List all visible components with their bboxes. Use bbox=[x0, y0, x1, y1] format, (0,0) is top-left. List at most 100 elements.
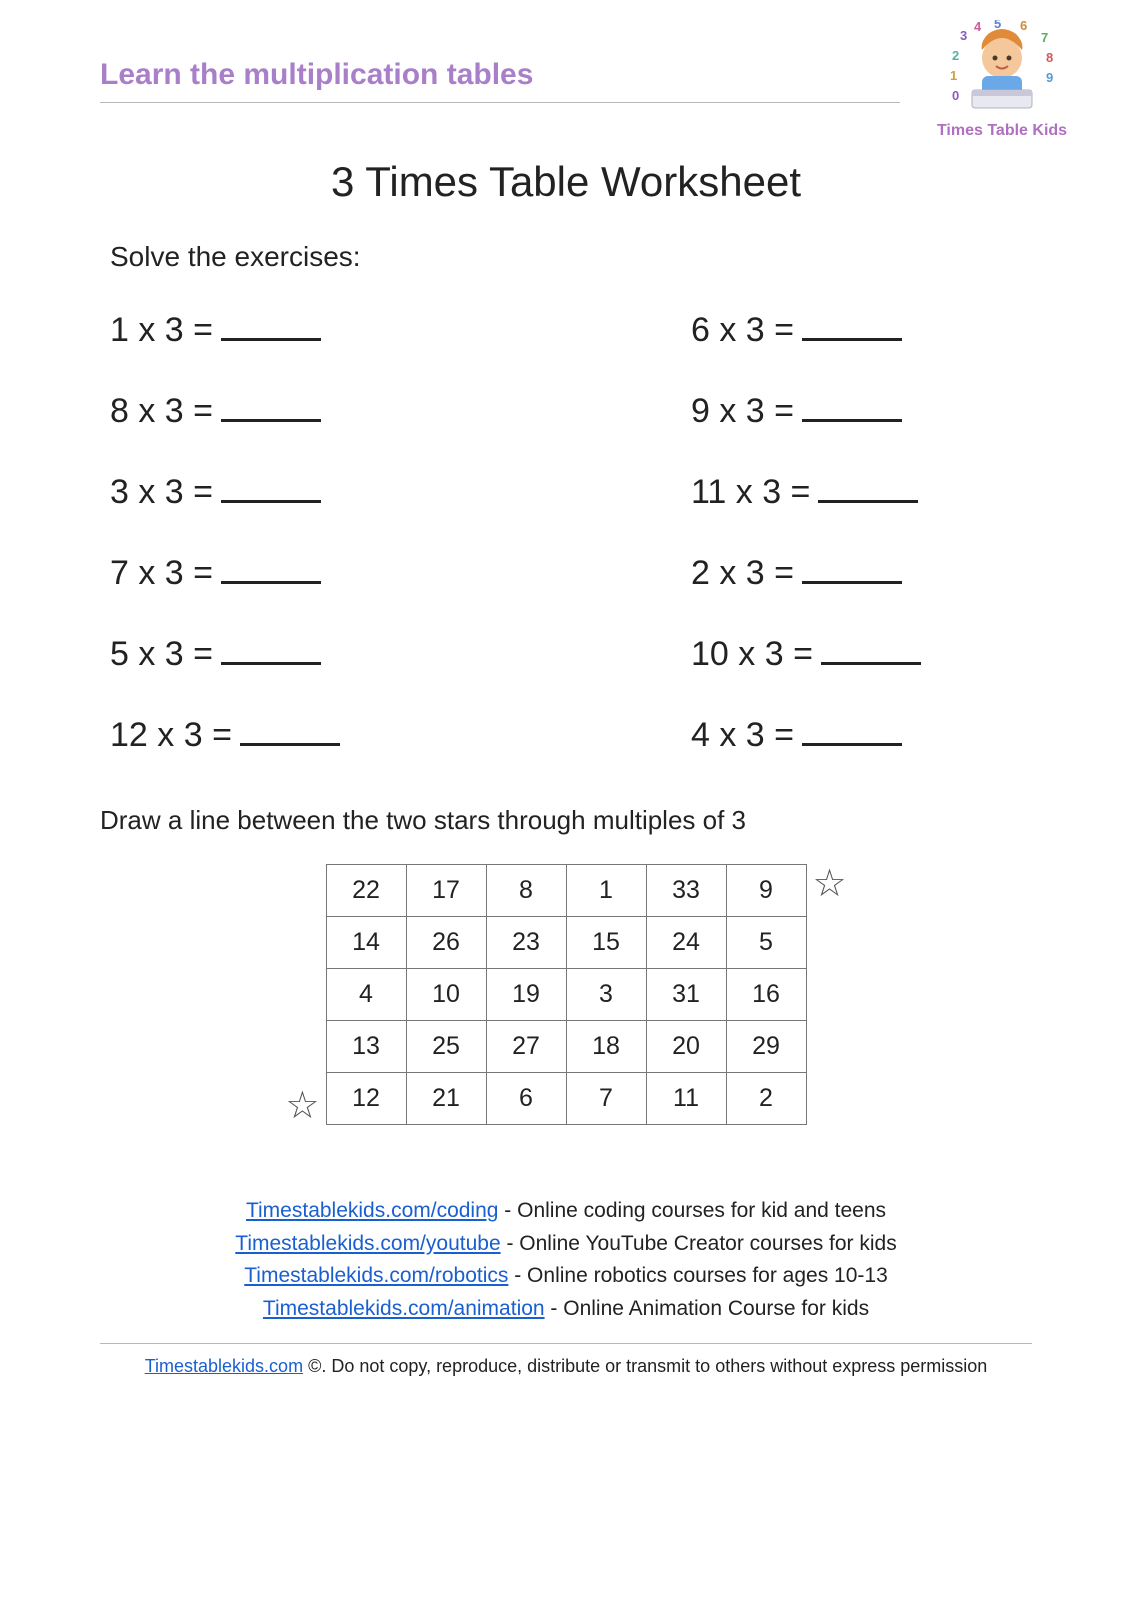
grid-cell: 2 bbox=[726, 1073, 806, 1125]
grid-cell: 11 bbox=[646, 1073, 726, 1125]
grid-cell: 16 bbox=[726, 969, 806, 1021]
exercise-text: 11 x 3 = bbox=[691, 473, 810, 512]
grid-cell: 12 bbox=[326, 1073, 406, 1125]
exercise-text: 8 x 3 = bbox=[110, 392, 213, 431]
footer-desc: - Online coding courses for kid and teen… bbox=[498, 1199, 886, 1222]
instruction-maze: Draw a line between the two stars throug… bbox=[100, 805, 1032, 836]
star-icon: ☆ bbox=[813, 865, 847, 903]
answer-blank[interactable] bbox=[240, 722, 340, 746]
grid-cell: 8 bbox=[486, 865, 566, 917]
footer-desc: - Online Animation Course for kids bbox=[545, 1297, 869, 1320]
grid-cell: 24 bbox=[646, 917, 726, 969]
exercise-item: 8 x 3 = bbox=[110, 392, 551, 431]
star-start-col: ☆ bbox=[276, 865, 320, 1125]
logo-caption: Times Table Kids bbox=[922, 122, 1082, 140]
footer-link[interactable]: Timestablekids.com/robotics bbox=[244, 1264, 508, 1287]
answer-blank[interactable] bbox=[221, 398, 321, 422]
number-maze: ☆ 221781339 14262315245 4101933116 13252… bbox=[100, 864, 1032, 1125]
svg-text:7: 7 bbox=[1041, 30, 1048, 45]
grid-cell: 27 bbox=[486, 1021, 566, 1073]
exercise-item: 1 x 3 = bbox=[110, 311, 551, 350]
exercise-text: 4 x 3 = bbox=[691, 716, 794, 755]
answer-blank[interactable] bbox=[221, 317, 321, 341]
exercise-text: 1 x 3 = bbox=[110, 311, 213, 350]
exercise-text: 6 x 3 = bbox=[691, 311, 794, 350]
exercise-item: 2 x 3 = bbox=[591, 554, 1032, 593]
page-title: 3 Times Table Worksheet bbox=[100, 158, 1032, 206]
answer-blank[interactable] bbox=[818, 479, 918, 503]
footer-desc: - Online YouTube Creator courses for kid… bbox=[501, 1232, 897, 1255]
exercise-item: 12 x 3 = bbox=[110, 716, 551, 755]
number-grid: 221781339 14262315245 4101933116 1325271… bbox=[326, 864, 807, 1125]
exercise-text: 3 x 3 = bbox=[110, 473, 213, 512]
grid-cell: 31 bbox=[646, 969, 726, 1021]
footer-link[interactable]: Timestablekids.com/coding bbox=[246, 1199, 499, 1222]
tagline: Learn the multiplication tables bbox=[100, 40, 900, 92]
grid-cell: 4 bbox=[326, 969, 406, 1021]
footer-link[interactable]: Timestablekids.com/youtube bbox=[235, 1232, 500, 1255]
answer-blank[interactable] bbox=[802, 398, 902, 422]
grid-cell: 26 bbox=[406, 917, 486, 969]
svg-text:4: 4 bbox=[974, 20, 982, 34]
footer-links: Timestablekids.com/coding - Online codin… bbox=[100, 1195, 1032, 1325]
grid-cell: 15 bbox=[566, 917, 646, 969]
exercise-text: 9 x 3 = bbox=[691, 392, 794, 431]
footer-line: Timestablekids.com/youtube - Online YouT… bbox=[100, 1228, 1032, 1261]
exercise-item: 3 x 3 = bbox=[110, 473, 551, 512]
grid-cell: 6 bbox=[486, 1073, 566, 1125]
answer-blank[interactable] bbox=[821, 641, 921, 665]
header-rule bbox=[100, 102, 900, 103]
svg-text:2: 2 bbox=[952, 48, 959, 63]
grid-cell: 23 bbox=[486, 917, 566, 969]
grid-cell: 9 bbox=[726, 865, 806, 917]
grid-cell: 18 bbox=[566, 1021, 646, 1073]
svg-text:9: 9 bbox=[1046, 70, 1053, 85]
grid-cell: 5 bbox=[726, 917, 806, 969]
answer-blank[interactable] bbox=[221, 479, 321, 503]
answer-blank[interactable] bbox=[221, 560, 321, 584]
grid-cell: 17 bbox=[406, 865, 486, 917]
grid-cell: 21 bbox=[406, 1073, 486, 1125]
svg-text:5: 5 bbox=[994, 20, 1001, 31]
header: Learn the multiplication tables bbox=[100, 40, 1032, 103]
kid-logo-icon: 3 4 5 6 7 8 9 2 1 0 bbox=[942, 20, 1062, 115]
answer-blank[interactable] bbox=[221, 641, 321, 665]
exercise-item: 11 x 3 = bbox=[591, 473, 1032, 512]
exercise-item: 9 x 3 = bbox=[591, 392, 1032, 431]
grid-cell: 7 bbox=[566, 1073, 646, 1125]
grid-cell: 19 bbox=[486, 969, 566, 1021]
exercise-item: 7 x 3 = bbox=[110, 554, 551, 593]
exercise-text: 2 x 3 = bbox=[691, 554, 794, 593]
exercise-item: 10 x 3 = bbox=[591, 635, 1032, 674]
footer-line: Timestablekids.com/animation - Online An… bbox=[100, 1293, 1032, 1326]
footer-desc: - Online robotics courses for ages 10-13 bbox=[508, 1264, 887, 1287]
grid-cell: 10 bbox=[406, 969, 486, 1021]
copyright-link[interactable]: Timestablekids.com bbox=[145, 1356, 303, 1376]
star-end-col: ☆ bbox=[813, 865, 857, 1125]
table-row: 122167112 bbox=[326, 1073, 806, 1125]
answer-blank[interactable] bbox=[802, 560, 902, 584]
svg-text:8: 8 bbox=[1046, 50, 1053, 65]
answer-blank[interactable] bbox=[802, 317, 902, 341]
exercise-item: 5 x 3 = bbox=[110, 635, 551, 674]
footer-line: Timestablekids.com/coding - Online codin… bbox=[100, 1195, 1032, 1228]
svg-text:6: 6 bbox=[1020, 20, 1027, 33]
exercise-grid: 1 x 3 = 6 x 3 = 8 x 3 = 9 x 3 = 3 x 3 = … bbox=[110, 311, 1032, 755]
answer-blank[interactable] bbox=[802, 722, 902, 746]
svg-text:1: 1 bbox=[950, 68, 957, 83]
footer-link[interactable]: Timestablekids.com/animation bbox=[263, 1297, 545, 1320]
grid-cell: 1 bbox=[566, 865, 646, 917]
grid-cell: 29 bbox=[726, 1021, 806, 1073]
table-row: 221781339 bbox=[326, 865, 806, 917]
exercise-text: 5 x 3 = bbox=[110, 635, 213, 674]
instruction-solve: Solve the exercises: bbox=[110, 241, 1032, 273]
exercise-text: 10 x 3 = bbox=[691, 635, 813, 674]
grid-cell: 20 bbox=[646, 1021, 726, 1073]
table-row: 4101933116 bbox=[326, 969, 806, 1021]
svg-text:3: 3 bbox=[960, 28, 967, 43]
exercise-text: 12 x 3 = bbox=[110, 716, 232, 755]
exercise-item: 6 x 3 = bbox=[591, 311, 1032, 350]
table-row: 132527182029 bbox=[326, 1021, 806, 1073]
exercise-item: 4 x 3 = bbox=[591, 716, 1032, 755]
copyright-text: ©. Do not copy, reproduce, distribute or… bbox=[303, 1356, 987, 1376]
